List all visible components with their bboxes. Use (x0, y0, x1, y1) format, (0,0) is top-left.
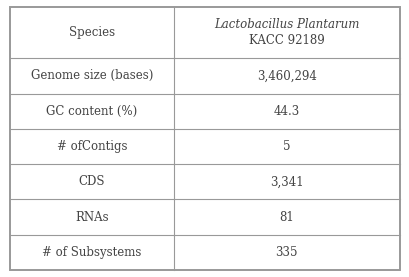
Text: Genome size (bases): Genome size (bases) (31, 70, 153, 82)
Text: 81: 81 (279, 211, 293, 224)
Text: Lactobacillus Plantarum: Lactobacillus Plantarum (213, 18, 359, 31)
Text: RNAs: RNAs (75, 211, 109, 224)
Text: 3,341: 3,341 (269, 175, 303, 188)
Text: KACC 92189: KACC 92189 (248, 34, 324, 47)
Text: 3,460,294: 3,460,294 (256, 70, 316, 82)
Text: 5: 5 (282, 140, 290, 153)
Text: Species: Species (69, 26, 115, 39)
Text: GC content (%): GC content (%) (46, 105, 137, 118)
Text: 44.3: 44.3 (273, 105, 299, 118)
Text: # of Subsystems: # of Subsystems (42, 246, 142, 259)
Text: # ofContigs: # ofContigs (57, 140, 127, 153)
Text: CDS: CDS (79, 175, 105, 188)
Text: 335: 335 (275, 246, 297, 259)
